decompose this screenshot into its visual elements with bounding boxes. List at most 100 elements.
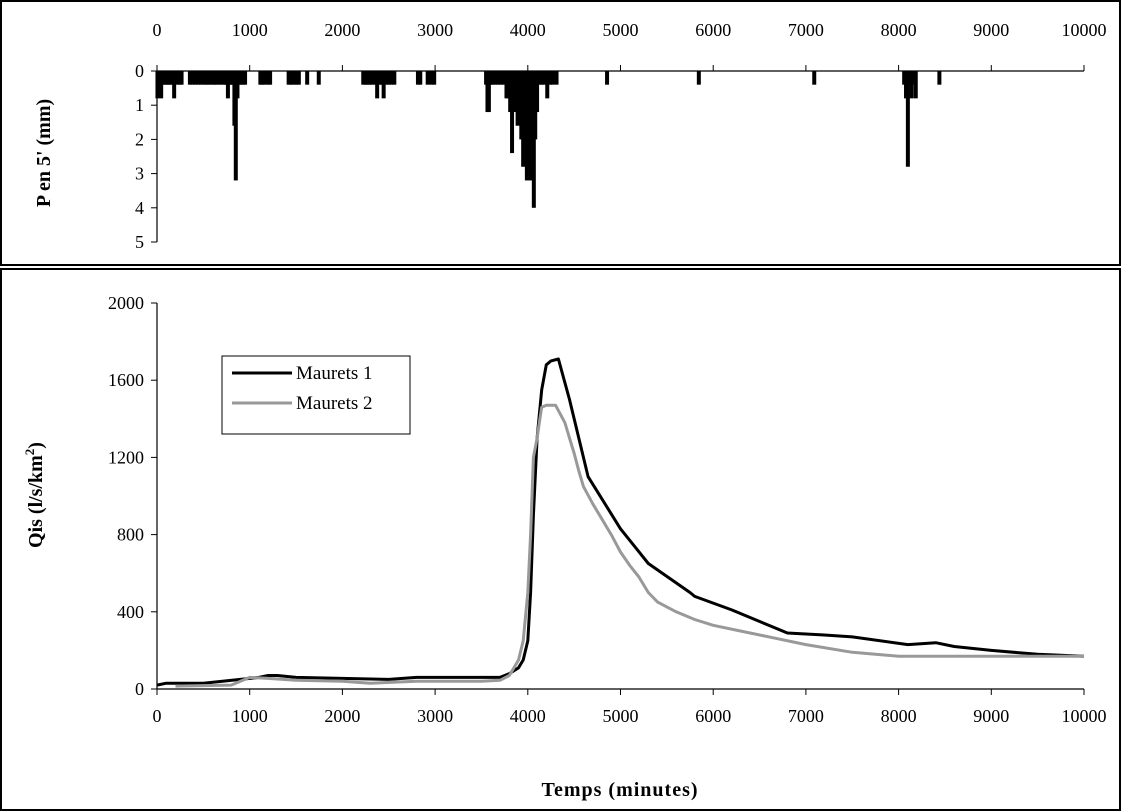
legend-items: Maurets 1 Maurets 2 — [232, 363, 373, 414]
series-line-maurets-2 — [175, 403, 1084, 688]
rainfall-bar — [243, 71, 248, 85]
discharge-x-tick-label: 10000 — [1062, 706, 1107, 726]
rainfall-bar — [542, 71, 547, 85]
rainfall-plot-area: 0 1000 2000 3000 4000 5000 6000 7000 8000 9000 100… — [135, 20, 1107, 252]
rainfall-bar — [367, 71, 372, 85]
rainfall-y-axis-title: P en 5' (mm) — [33, 99, 55, 207]
rainfall-x-tick-label: 3000 — [417, 20, 453, 40]
discharge-x-tick-label: 4000 — [510, 706, 546, 726]
rainfall-bar — [190, 71, 195, 85]
rainfall-bar — [172, 71, 177, 99]
rainfall-bar — [377, 71, 382, 85]
rainfall-x-tick-labels: 0 1000 2000 3000 4000 5000 6000 7000 8000 9000 100… — [153, 20, 1107, 40]
discharge-x-tick-label: 5000 — [603, 706, 639, 726]
rainfall-y-tick-label: 1 — [135, 95, 144, 115]
rainfall-bar — [501, 71, 506, 85]
rainfall-bar — [937, 71, 942, 85]
discharge-x-axis-title: Temps (minutes) — [541, 779, 698, 801]
rainfall-bar — [605, 71, 610, 85]
rainfall-bar — [548, 71, 553, 85]
discharge-x-tick-label: 2000 — [324, 706, 360, 726]
rainfall-bar — [545, 71, 550, 99]
rainfall-x-tick-label: 0 — [153, 20, 162, 40]
rainfall-bar — [193, 71, 198, 85]
rainfall-bar — [432, 71, 437, 85]
discharge-y-tick-labels: 0 400 800 1200 1600 2000 — [108, 293, 144, 699]
rainfall-x-tick-label: 9000 — [973, 20, 1009, 40]
rainfall-bar — [174, 71, 179, 85]
rainfall-bar — [305, 71, 310, 85]
rainfall-bar — [262, 71, 267, 85]
rainfall-bar — [260, 71, 265, 85]
discharge-panel-frame — [0, 268, 1121, 811]
rainfall-x-tick-label: 7000 — [788, 20, 824, 40]
rainfall-bar — [909, 71, 914, 99]
rainfall-bar — [233, 71, 238, 181]
rainfall-bar — [375, 71, 380, 99]
rainfall-bar — [554, 71, 559, 85]
discharge-x-tick-label: 1000 — [232, 706, 268, 726]
rainfall-y-tick-label: 2 — [135, 129, 144, 149]
rainfall-bar — [316, 71, 321, 85]
rainfall-bar — [265, 71, 270, 85]
rainfall-bar — [199, 71, 204, 85]
discharge-x-tick-label: 0 — [153, 706, 162, 726]
rainfall-bar — [296, 71, 301, 85]
rainfall-bar — [812, 71, 817, 85]
rainfall-bar — [372, 71, 377, 85]
rainfall-bar — [370, 71, 375, 85]
rainfall-bar — [238, 71, 243, 85]
rainfall-y-tick-label: 3 — [135, 164, 144, 184]
discharge-x-tick-labels: 0 1000 2000 3000 4000 5000 6000 7000 8000 9000 100… — [153, 706, 1107, 726]
rainfall-bar — [206, 71, 211, 85]
rainfall-bar — [294, 71, 299, 85]
rainfall-bar — [696, 71, 701, 85]
rainfall-bar — [381, 71, 386, 99]
legend-label: Maurets 1 — [296, 363, 373, 384]
rainfall-bar — [418, 71, 423, 85]
rainfall-bar — [365, 71, 370, 85]
rainfall-bar — [219, 71, 224, 85]
rainfall-bar — [179, 71, 184, 85]
rainfall-axes — [151, 65, 1085, 243]
discharge-x-tick-label: 9000 — [973, 706, 1009, 726]
rainfall-bar — [209, 71, 214, 85]
discharge-plot-area: 0 1000 2000 3000 4000 5000 6000 7000 8000 9000 100… — [108, 293, 1107, 726]
rainfall-bar — [286, 71, 291, 85]
rainfall-bar — [213, 71, 218, 85]
rainfall-bar — [415, 71, 420, 85]
discharge-y-tick-label: 2000 — [108, 293, 144, 313]
rainfall-bar — [498, 71, 503, 85]
rainfall-x-tick-label: 4000 — [510, 20, 546, 40]
rainfall-bar — [201, 71, 206, 85]
rainfall-bar — [291, 71, 296, 85]
legend: Maurets 1 Maurets 2 — [221, 355, 411, 435]
rainfall-bar — [537, 71, 542, 85]
discharge-x-tick-label: 6000 — [695, 706, 731, 726]
rainfall-bar — [493, 71, 498, 85]
rainfall-y-tick-label: 5 — [135, 232, 144, 252]
rainfall-bar — [905, 71, 910, 167]
legend-box — [221, 355, 411, 435]
rainfall-bar — [496, 71, 501, 85]
rainfall-y-tick-label: 0 — [135, 61, 144, 81]
rainfall-x-tick-label: 6000 — [695, 20, 731, 40]
rainfall-x-tick-label: 8000 — [881, 20, 917, 40]
rainfall-bar — [392, 71, 397, 85]
discharge-y-tick-label: 1600 — [108, 370, 144, 390]
rainfall-bar — [486, 71, 491, 113]
rainfall-x-tick-label: 1000 — [232, 20, 268, 40]
rainfall-bar — [386, 71, 391, 85]
discharge-y-tick-label: 1200 — [108, 447, 144, 467]
discharge-y-axis-title-superscript: 2 — [22, 449, 37, 456]
rainfall-bar — [384, 71, 389, 85]
rainfall-y-tick-label: 4 — [135, 198, 144, 218]
discharge-y-axis-title-main: Qis (l/s/km — [25, 455, 47, 548]
rainfall-bar — [913, 71, 918, 99]
rainfall-bar — [510, 71, 515, 154]
discharge-x-tick-label: 8000 — [881, 706, 917, 726]
rainfall-bar — [539, 71, 544, 85]
rainfall-bar — [288, 71, 293, 85]
rainfall-x-tick-label: 5000 — [603, 20, 639, 40]
